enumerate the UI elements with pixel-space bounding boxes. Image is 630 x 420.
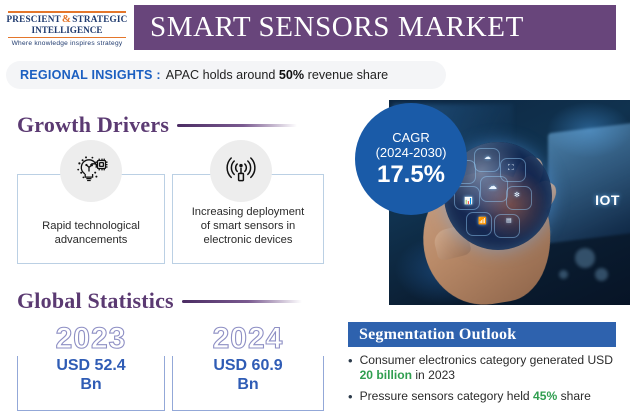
list-item: • Pressure sensors category held 45% sha… xyxy=(348,389,626,404)
bullet-icon: • xyxy=(348,389,353,404)
cagr-badge: CAGR (2024-2030) 17.5% xyxy=(355,103,467,215)
statistic-year: 2023 xyxy=(17,321,165,356)
bullet-highlight: 20 billion xyxy=(359,367,412,382)
growth-driver-card[interactable]: Rapid technological advancements xyxy=(17,174,165,264)
statistic-year: 2024 xyxy=(172,321,324,356)
logo-line-2: INTELLIGENCE xyxy=(31,25,103,35)
bokeh-dot xyxy=(595,268,608,281)
bullet-icon: • xyxy=(348,353,353,368)
bokeh-dot xyxy=(575,248,595,268)
cloud-center-icon: ☁ xyxy=(488,181,497,191)
global-statistics-heading-text: Global Statistics xyxy=(17,288,174,313)
network-node-icon: ✻ xyxy=(514,192,520,199)
background-monitor xyxy=(548,122,630,244)
car-sensor-icon: ⛶ xyxy=(508,163,514,172)
logo-line-1: PRESCIENT & STRATEGIC xyxy=(6,14,127,25)
regional-insights-banner: REGIONAL INSIGHTS : APAC holds around 50… xyxy=(6,61,446,89)
segmentation-outlook-header: Segmentation Outlook xyxy=(348,322,616,347)
segmentation-bullet-text: Pressure sensors category held 45% share xyxy=(360,389,591,404)
segmentation-outlook-title: Segmentation Outlook xyxy=(359,325,517,343)
bullet-text-after: in 2023 xyxy=(411,367,456,382)
ampersand-icon: & xyxy=(61,13,72,25)
growth-drivers-heading-text: Growth Drivers xyxy=(17,112,170,137)
logo-word-prescient: PRESCIENT xyxy=(6,14,61,24)
bullet-highlight: 45% xyxy=(533,389,558,403)
cagr-value: 17.5% xyxy=(376,161,446,188)
growth-drivers-rule xyxy=(177,123,298,127)
logo-word-strategic: STRATEGIC xyxy=(72,14,128,24)
statistic-value: USD 60.9 Bn xyxy=(213,357,283,393)
growth-driver-card[interactable]: Increasing deployment of smart sensors i… xyxy=(172,174,324,264)
page-title-text: SMART SENSORS MARKET xyxy=(150,11,524,43)
bullet-text-before: Consumer electronics category generated … xyxy=(359,353,613,367)
growth-drivers-heading: Growth Drivers xyxy=(17,112,298,138)
ri-text-before: APAC holds around xyxy=(165,68,279,82)
wifi-sensor-icon: 📶 xyxy=(478,218,487,225)
screen-sensor-icon: ▤ xyxy=(506,218,512,224)
global-statistics-heading: Global Statistics xyxy=(17,288,302,314)
growth-driver-label: Rapid technological advancements xyxy=(42,220,140,246)
lightbulb-circuit-icon xyxy=(60,140,122,202)
global-statistics-rule xyxy=(181,299,302,303)
logo-rule-top xyxy=(8,11,126,13)
segmentation-bullet-list: • Consumer electronics category generate… xyxy=(348,353,626,411)
iot-text-label: IOT xyxy=(595,192,620,208)
chart-sensor-icon: 📊 xyxy=(464,198,473,205)
segmentation-bullet-text: Consumer electronics category generated … xyxy=(360,353,626,382)
bullet-text-before: Pressure sensors category held xyxy=(359,389,533,403)
company-logo: PRESCIENT & STRATEGIC INTELLIGENCE Where… xyxy=(6,9,128,49)
page-header: PRESCIENT & STRATEGIC INTELLIGENCE Where… xyxy=(0,0,630,56)
statistic-value: USD 52.4 Bn xyxy=(56,357,126,393)
ri-highlight: 50% xyxy=(278,68,305,82)
logo-rule-bottom xyxy=(8,36,126,38)
growth-driver-label: Increasing deployment of smart sensors i… xyxy=(191,206,305,246)
cagr-period: (2024-2030) xyxy=(375,145,447,160)
ri-text-after: revenue share xyxy=(304,68,389,82)
bullet-text-after: share xyxy=(557,389,591,403)
wireless-signal-icon xyxy=(210,140,272,202)
regional-insights-text: APAC holds around 50% revenue share xyxy=(166,68,388,82)
page-title: SMART SENSORS MARKET xyxy=(134,5,616,50)
cloud-sensor-icon: ☁ xyxy=(484,154,491,161)
list-item: • Consumer electronics category generate… xyxy=(348,353,626,382)
regional-insights-label: REGIONAL INSIGHTS : xyxy=(20,68,161,82)
logo-tagline: Where knowledge inspires strategy xyxy=(11,40,123,47)
bokeh-dot xyxy=(559,270,568,279)
cagr-label: CAGR xyxy=(392,130,430,145)
